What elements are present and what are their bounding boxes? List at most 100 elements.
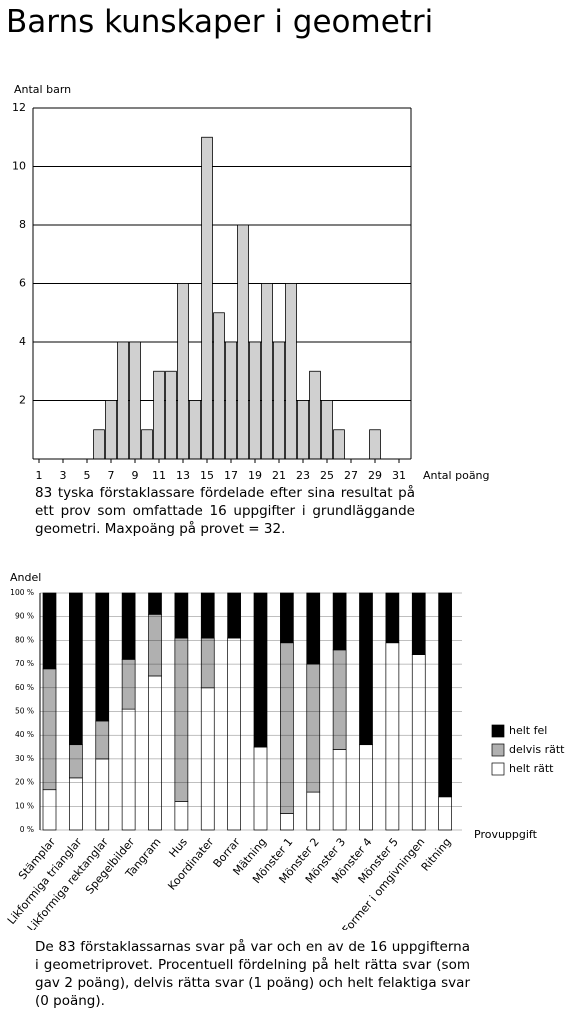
bar-segment: [438, 796, 452, 831]
bar-segment: [69, 744, 83, 779]
x-tick-label: 7: [108, 469, 115, 482]
bar-segment: [253, 746, 268, 831]
y-tick-label: 2: [19, 394, 26, 407]
y-tick-label: 10: [12, 160, 26, 173]
legend-label: helt fel: [509, 724, 547, 737]
bar-segment: [438, 592, 452, 798]
bar-segment: [69, 777, 83, 831]
bar-segment: [385, 592, 400, 644]
bar: [321, 400, 333, 460]
legend-swatch: [491, 743, 505, 757]
bar: [117, 341, 129, 460]
x-tick-label: 1: [36, 469, 43, 482]
y-tick-label: 30 %: [15, 754, 34, 763]
bar-segment: [121, 708, 136, 831]
x-tick-label: Hus: [167, 835, 191, 860]
bar-segment: [95, 758, 110, 831]
bar: [297, 400, 309, 460]
bar-segment: [227, 592, 241, 639]
bar-segment: [95, 592, 110, 722]
y-tick-label: 6: [19, 277, 26, 290]
caption: De 83 förstaklassarnas svar på var och e…: [35, 939, 470, 1009]
y-tick-label: 0 %: [20, 825, 34, 834]
legend-label: delvis rätt: [509, 743, 565, 756]
x-tick-label: 17: [224, 469, 238, 482]
bar-segment: [332, 749, 347, 831]
bar: [333, 429, 345, 460]
bar-segment: [411, 592, 426, 655]
y-tick-label: 70 %: [15, 659, 34, 668]
bar-segment: [359, 592, 373, 746]
bar-segment: [42, 592, 57, 670]
x-tick-label: 31: [392, 469, 406, 482]
bar-segment: [280, 592, 294, 644]
y-tick-label: 90 %: [15, 612, 34, 621]
bar: [141, 429, 153, 460]
y-axis-label: Antal barn: [14, 83, 71, 96]
bar-segment: [42, 789, 57, 831]
x-tick-label: 5: [84, 469, 91, 482]
bar-segment: [148, 592, 162, 615]
bar-segment: [253, 592, 268, 748]
y-tick-label: 10 %: [15, 801, 34, 810]
bar: [177, 283, 189, 460]
y-tick-label: 8: [19, 218, 26, 231]
legend-swatch: [491, 724, 505, 738]
x-tick-label: 11: [152, 469, 166, 482]
bar: [225, 341, 237, 460]
bar-segment: [280, 642, 294, 814]
legend-label: helt rätt: [509, 762, 554, 775]
bar-segment: [332, 592, 347, 651]
y-tick-label: 100 %: [10, 588, 34, 597]
bar-segment: [332, 649, 347, 750]
x-tick-label: 23: [296, 469, 310, 482]
x-tick-label: 27: [344, 469, 358, 482]
bar-segment: [280, 813, 294, 831]
x-tick-label: 25: [320, 469, 334, 482]
caption: 83 tyska förstaklassare fördelade efter …: [35, 485, 415, 537]
x-tick-label: 13: [176, 469, 190, 482]
bar: [213, 312, 225, 460]
bar-segment: [359, 744, 373, 831]
bar: [249, 341, 261, 460]
bar-segment: [174, 592, 189, 639]
bar-segment: [200, 592, 215, 639]
x-tick-label: 21: [272, 469, 286, 482]
x-tick-label: 9: [132, 469, 139, 482]
bar-segment: [200, 637, 215, 689]
y-tick-label: 4: [19, 335, 26, 348]
y-tick-label: 20 %: [15, 778, 34, 787]
bar: [285, 283, 297, 460]
bar-segment: [42, 668, 57, 791]
bar-segment: [148, 675, 162, 831]
bar-segment: [95, 720, 110, 760]
bar: [153, 370, 165, 460]
bar: [309, 370, 321, 460]
bar-segment: [148, 613, 162, 677]
y-tick-label: 80 %: [15, 635, 34, 644]
bar-segment: [69, 592, 83, 746]
bar-segment: [227, 637, 241, 831]
bar-segment: [306, 663, 321, 793]
bar-segment: [306, 791, 321, 831]
bar-segment: [174, 801, 189, 831]
bar: [273, 341, 285, 460]
bar: [93, 429, 105, 460]
bar-segment: [121, 659, 136, 710]
bar-segment: [121, 592, 136, 660]
bar-segment: [411, 654, 426, 831]
y-tick-label: 40 %: [15, 730, 34, 739]
bar: [189, 400, 201, 460]
y-tick-label: 12: [12, 101, 26, 114]
bar-segment: [174, 637, 189, 802]
y-tick-label: 60 %: [15, 683, 34, 692]
y-axis-label: Andel: [10, 571, 41, 584]
bar: [165, 370, 177, 460]
bar-segment: [306, 592, 321, 665]
bar: [369, 429, 381, 460]
bar: [129, 341, 141, 460]
bar: [201, 136, 213, 460]
x-tick-label: 3: [60, 469, 67, 482]
